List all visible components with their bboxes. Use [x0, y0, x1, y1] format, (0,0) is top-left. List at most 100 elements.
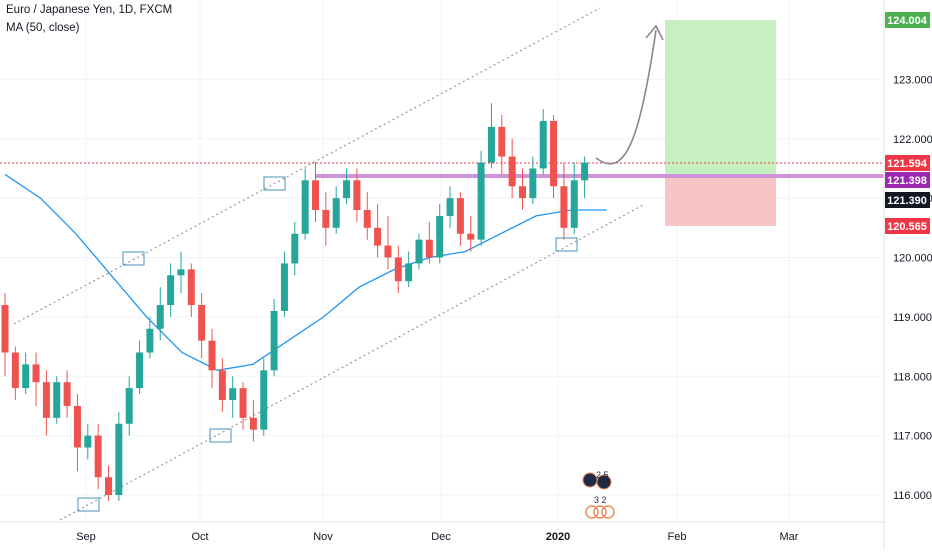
candle-body — [125, 388, 133, 424]
candle-body — [187, 269, 195, 305]
candle-body — [322, 210, 330, 228]
candle-body — [529, 168, 537, 199]
svg-text:3 2: 3 2 — [594, 495, 607, 505]
price-label: 121.390 — [887, 195, 927, 207]
time-tick-label: Mar — [780, 531, 799, 543]
time-tick-label: Dec — [431, 531, 451, 543]
time-tick-label: Sep — [76, 531, 96, 543]
pivot-box — [77, 497, 100, 512]
candle-body — [312, 180, 319, 210]
ma-indicator-label[interactable]: MA (50, close) — [6, 22, 80, 34]
price-labels: 124.004 121.594 121.398 121.390 120.565 — [885, 12, 930, 234]
candle-body — [353, 180, 361, 210]
candle-body — [63, 382, 71, 406]
candle-body — [115, 423, 123, 495]
pivot-box — [209, 428, 232, 443]
time-axis[interactable]: Sep Oct Nov Dec 2020 Feb Mar — [76, 531, 799, 543]
candle-body — [456, 198, 464, 234]
candle-body — [498, 126, 506, 157]
candle-body — [519, 186, 526, 199]
candle-body — [73, 405, 81, 448]
candle-body — [374, 227, 382, 246]
candlestick-series — [1, 103, 589, 501]
price-tick-label: 118.000 — [893, 371, 932, 383]
candle-body — [53, 382, 61, 418]
price-label-bg — [885, 192, 930, 208]
candle-body — [42, 382, 50, 418]
candle-body — [167, 275, 175, 305]
candle-body — [560, 186, 568, 228]
price-tick-label: 122.000 — [893, 134, 932, 146]
sticker-icon: 2 5 3 2 — [582, 470, 615, 519]
time-tick-label: 2020 — [546, 531, 570, 543]
candle-body — [105, 477, 112, 495]
price-label: 124.004 — [887, 15, 928, 27]
candle-body — [260, 370, 268, 430]
candle-body — [332, 198, 340, 228]
candle-body — [425, 239, 433, 258]
candle-body — [363, 210, 371, 228]
candle-body — [1, 305, 9, 353]
candle-body — [229, 388, 237, 400]
candle-body — [301, 180, 309, 234]
ma50-line — [4, 173, 607, 371]
price-label: 121.398 — [887, 175, 927, 187]
candle-body — [477, 162, 485, 240]
pivot-box — [555, 237, 578, 252]
projection-arrow — [595, 29, 657, 165]
candle-body — [280, 263, 288, 311]
price-tick-label: 120.000 — [893, 253, 932, 265]
projection-arrowhead — [645, 24, 664, 41]
price-label: 120.565 — [887, 221, 927, 233]
price-label-bg — [885, 155, 930, 171]
svg-text:2 5: 2 5 — [596, 470, 609, 480]
time-tick-label: Oct — [191, 531, 208, 543]
price-label-bg — [885, 12, 930, 28]
pivot-box — [263, 176, 286, 191]
candle-body — [218, 370, 226, 400]
candle-body — [198, 305, 206, 341]
channel-lower-line — [59, 203, 646, 521]
profit-zone — [665, 20, 776, 175]
loss-zone — [665, 175, 776, 226]
price-tick-label: 117.000 — [893, 431, 932, 443]
time-tick-label: Feb — [668, 531, 687, 543]
candle-body — [539, 120, 547, 169]
candle-body — [84, 435, 92, 448]
candle-body — [436, 215, 444, 258]
candle-body — [208, 340, 216, 371]
candle-body — [177, 269, 185, 276]
price-label-bg — [885, 172, 930, 188]
candle-body — [291, 233, 299, 264]
candle-body — [156, 305, 164, 329]
candle-body — [467, 233, 475, 240]
price-label-bg — [885, 218, 930, 234]
candle-body — [270, 310, 278, 371]
candle-body — [146, 328, 154, 353]
candle-body — [384, 245, 392, 258]
candle-body — [446, 198, 454, 216]
candle-body — [550, 120, 558, 187]
candle-body — [249, 417, 257, 430]
channel-upper-line — [13, 7, 601, 325]
candle-body — [415, 239, 423, 264]
candle-body — [239, 388, 247, 418]
pivot-box — [122, 251, 145, 266]
price-tick-label: 116.000 — [893, 490, 932, 502]
price-axis[interactable]: 116.000117.000118.000119.000120.000121.0… — [893, 74, 932, 502]
candle-body — [22, 364, 30, 389]
candle-body — [32, 364, 40, 383]
candle-body — [136, 352, 144, 389]
candle-body — [11, 352, 19, 389]
candle-body — [405, 263, 413, 282]
candle-body — [94, 435, 102, 478]
price-tick-label: 119.000 — [893, 312, 932, 324]
candle-body — [581, 162, 589, 181]
candle-body — [394, 257, 402, 282]
candle-body — [508, 156, 516, 187]
price-label: 121.594 — [887, 158, 928, 170]
candle-body — [570, 180, 578, 228]
time-tick-label: Nov — [313, 531, 333, 543]
